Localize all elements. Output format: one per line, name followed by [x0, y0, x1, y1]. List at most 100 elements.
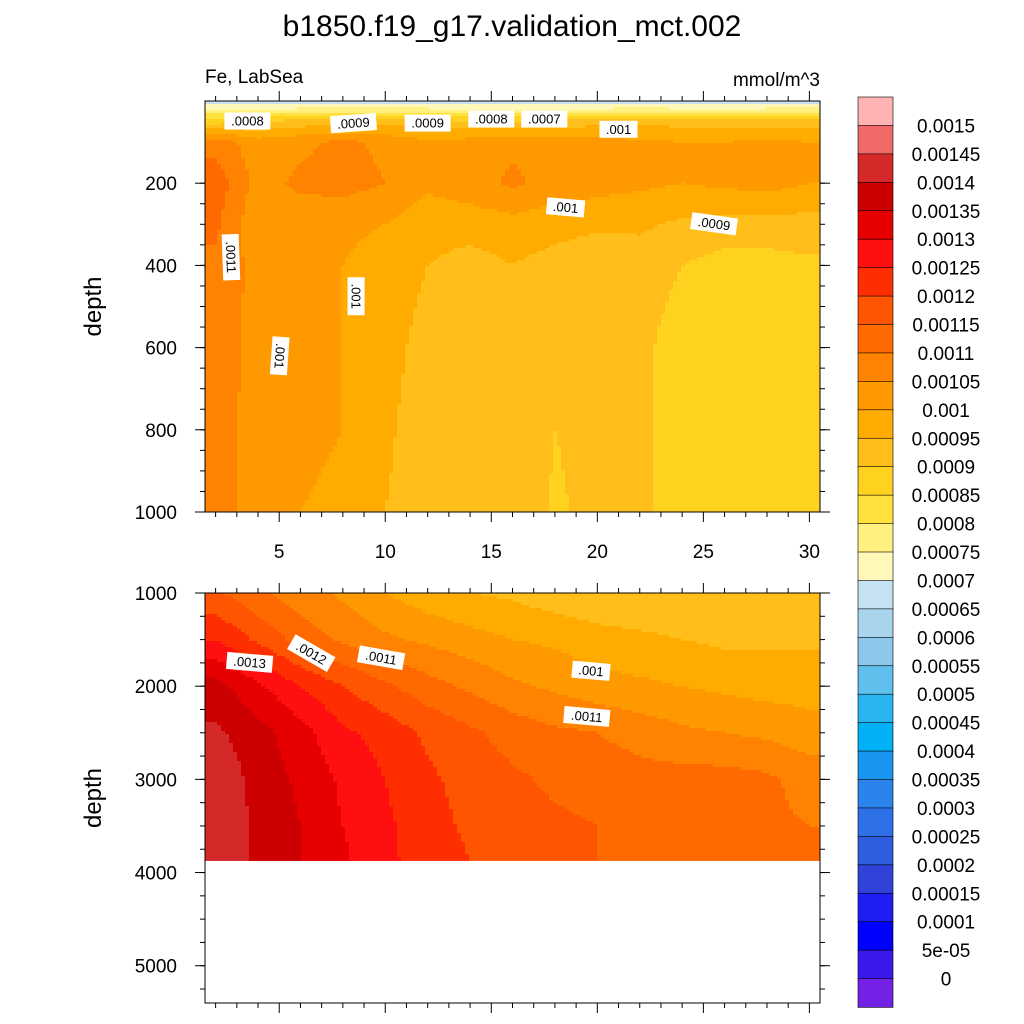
colorbar-label: 0.0001 — [917, 913, 975, 934]
contour-label: .0008 — [468, 110, 515, 128]
colorbar-swatch — [857, 949, 894, 980]
colorbar-label: 0.00075 — [912, 543, 981, 564]
colorbar-swatch — [857, 295, 894, 326]
colorbar-label: 0.0002 — [917, 856, 975, 877]
y-tick-label: 600 — [145, 339, 177, 360]
colorbar-label: 0.0009 — [917, 458, 975, 479]
x-tick-label: 5 — [274, 542, 285, 563]
y-tick-label: 3000 — [135, 770, 177, 791]
colorbar-swatch — [857, 864, 894, 894]
y-tick-label: 5000 — [135, 957, 177, 978]
y-axis-label: depth — [80, 276, 107, 336]
colorbar-swatch — [857, 665, 894, 695]
y-tick-label: 2000 — [135, 677, 177, 698]
colorbar-label: 0.00025 — [912, 827, 981, 848]
contour-label: .0013 — [225, 651, 274, 673]
y-axis-label: depth — [80, 768, 107, 828]
colorbar-label: 0.001 — [922, 401, 970, 422]
y-tick-label: 800 — [145, 421, 177, 442]
colorbar-swatch — [857, 182, 894, 212]
x-tick-label: 30 — [799, 542, 820, 563]
variable-region-label: Fe, LabSea — [205, 67, 304, 88]
colorbar-label: 0.00095 — [912, 429, 981, 450]
colorbar-swatch — [857, 324, 894, 354]
colorbar-swatch — [857, 892, 894, 923]
colorbar-swatch — [857, 807, 894, 838]
colorbar-swatch — [857, 637, 894, 667]
colorbar-label: 0.00035 — [912, 771, 981, 792]
contour-label: .0009 — [404, 114, 451, 132]
colorbar-swatch — [857, 523, 894, 553]
colorbar-swatch — [857, 466, 894, 496]
contour-label: .0009 — [690, 212, 738, 236]
colorbar-swatch — [857, 921, 894, 951]
colorbar-label: 0.0012 — [917, 287, 975, 308]
colorbar-label: 5e-05 — [922, 941, 971, 962]
x-tick-label: 10 — [375, 542, 396, 563]
colorbar-label: 0.00135 — [912, 202, 981, 223]
contour-label: .001 — [545, 197, 586, 218]
colorbar-swatch — [857, 437, 894, 468]
x-tick-label: 15 — [481, 542, 502, 563]
colorbar-label: 0.00055 — [912, 657, 981, 678]
colorbar-label: 0.00065 — [912, 600, 981, 621]
contour-label: .0009 — [329, 113, 377, 134]
colorbar-label: 0.0011 — [918, 344, 975, 365]
colorbar-label: 0.00115 — [912, 316, 979, 337]
colorbar-label: 0.0008 — [917, 515, 975, 536]
contour-label: .001 — [599, 120, 638, 138]
contour-label: .001 — [571, 660, 611, 681]
colorbar-label: 0.00105 — [912, 372, 981, 393]
lower-panel: 10002000300040005000depth.0013.0012.0011… — [80, 583, 830, 1013]
colorbar-swatch — [857, 96, 894, 127]
colorbar-label: 0.0007 — [917, 571, 975, 592]
colorbar-label: 0.00145 — [912, 145, 981, 166]
upper-panel: 5 10 15 20 25 30 200 400 600 800 1000 depth .0008 .00… — [80, 91, 830, 563]
colorbar-swatch — [857, 238, 894, 269]
colorbar-label: 0.00085 — [912, 486, 981, 507]
colorbar-label: 0.00045 — [912, 714, 981, 735]
contour-field — [205, 101, 821, 513]
colorbar-swatch — [857, 693, 894, 724]
figure-title: b1850.f19_g17.validation_mct.002 — [283, 10, 742, 43]
colorbar: 0.0015 0.00145 0.0014 0.00135 0.0013 0.00125 0… — [857, 96, 981, 1008]
colorbar-label: 0.0004 — [917, 742, 976, 763]
x-tick-label: 20 — [587, 542, 608, 563]
colorbar-swatch — [857, 210, 894, 240]
contour-label: .001 — [347, 277, 365, 316]
colorbar-label: 0.0013 — [917, 230, 975, 251]
colorbar-swatch — [857, 722, 894, 752]
colorbar-swatch — [857, 352, 894, 383]
contour-field — [205, 593, 821, 861]
colorbar-swatch — [857, 381, 894, 411]
colorbar-swatch — [857, 125, 894, 155]
colorbar-swatch — [857, 836, 894, 866]
colorbar-swatch — [857, 551, 894, 582]
colorbar-label: 0.0015 — [917, 116, 975, 137]
colorbar-label: 0.0014 — [917, 173, 976, 194]
colorbar-swatch — [857, 153, 894, 184]
y-tick-label: 200 — [145, 174, 177, 195]
colorbar-swatch — [857, 267, 894, 297]
colorbar-label: 0.00015 — [912, 884, 981, 905]
colorbar-label: 0.00125 — [912, 259, 981, 280]
y-tick-label: 1000 — [135, 584, 177, 605]
y-tick-label: 400 — [145, 256, 177, 277]
colorbar-swatch — [857, 580, 894, 610]
colorbar-swatch — [857, 494, 894, 525]
y-tick-label: 4000 — [135, 864, 177, 885]
contour-label: .0007 — [521, 110, 568, 128]
contour-label: .0011 — [563, 705, 611, 727]
colorbar-swatch — [857, 608, 894, 639]
y-tick-label: 1000 — [135, 503, 177, 524]
colorbar-label: 0 — [941, 970, 952, 991]
contour-label: .001 — [269, 336, 290, 376]
colorbar-swatch — [857, 409, 894, 439]
colorbar-swatch — [857, 978, 894, 1008]
x-tick-label: 25 — [693, 542, 714, 563]
contour-label: .0008 — [224, 112, 271, 130]
units-label: mmol/m^3 — [733, 70, 820, 91]
colorbar-label: 0.0003 — [917, 799, 975, 820]
contour-label: .0011 — [356, 645, 406, 671]
